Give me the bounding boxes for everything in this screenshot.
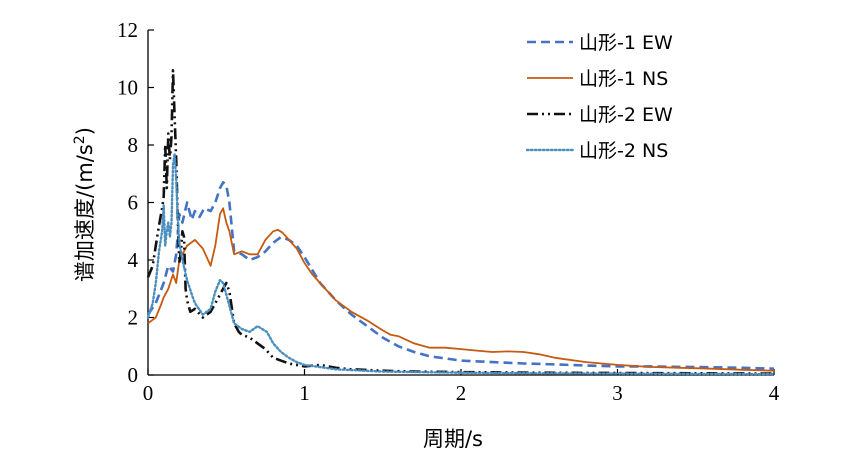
series-group — [146, 69, 776, 376]
x-tick-label: 3 — [612, 381, 623, 405]
series-line-3 — [146, 69, 775, 375]
legend-label: 山形-1 EW — [579, 32, 673, 54]
y-tick-label: 2 — [128, 306, 139, 330]
series-line-2 — [147, 207, 775, 372]
legend-label: 山形-1 NS — [579, 68, 668, 90]
y-tick-label: 12 — [117, 18, 138, 42]
y-tick-label: 0 — [128, 363, 139, 387]
y-tick-label: 10 — [117, 76, 138, 100]
x-tick-label: 1 — [299, 381, 310, 405]
legend-label: 山形-2 NS — [579, 140, 668, 162]
x-tick-label: 2 — [456, 381, 467, 405]
legend-label: 山形-2 EW — [579, 104, 673, 126]
x-tick-label: 4 — [769, 381, 780, 405]
y-tick-label: 6 — [128, 191, 139, 215]
x-tick-label: 0 — [143, 381, 154, 405]
y-tick-label: 8 — [128, 133, 139, 157]
series-line-1 — [146, 181, 775, 370]
x-axis-title: 周期/s — [423, 427, 483, 451]
series-line-4 — [146, 152, 776, 376]
y-tick-label: 4 — [128, 248, 139, 272]
legend: 山形-1 EW 山形-1 NS 山形-2 EW 山形-2 NS — [525, 32, 673, 162]
y-axis-title: 谱加速度/(m/s2) — [72, 127, 97, 282]
